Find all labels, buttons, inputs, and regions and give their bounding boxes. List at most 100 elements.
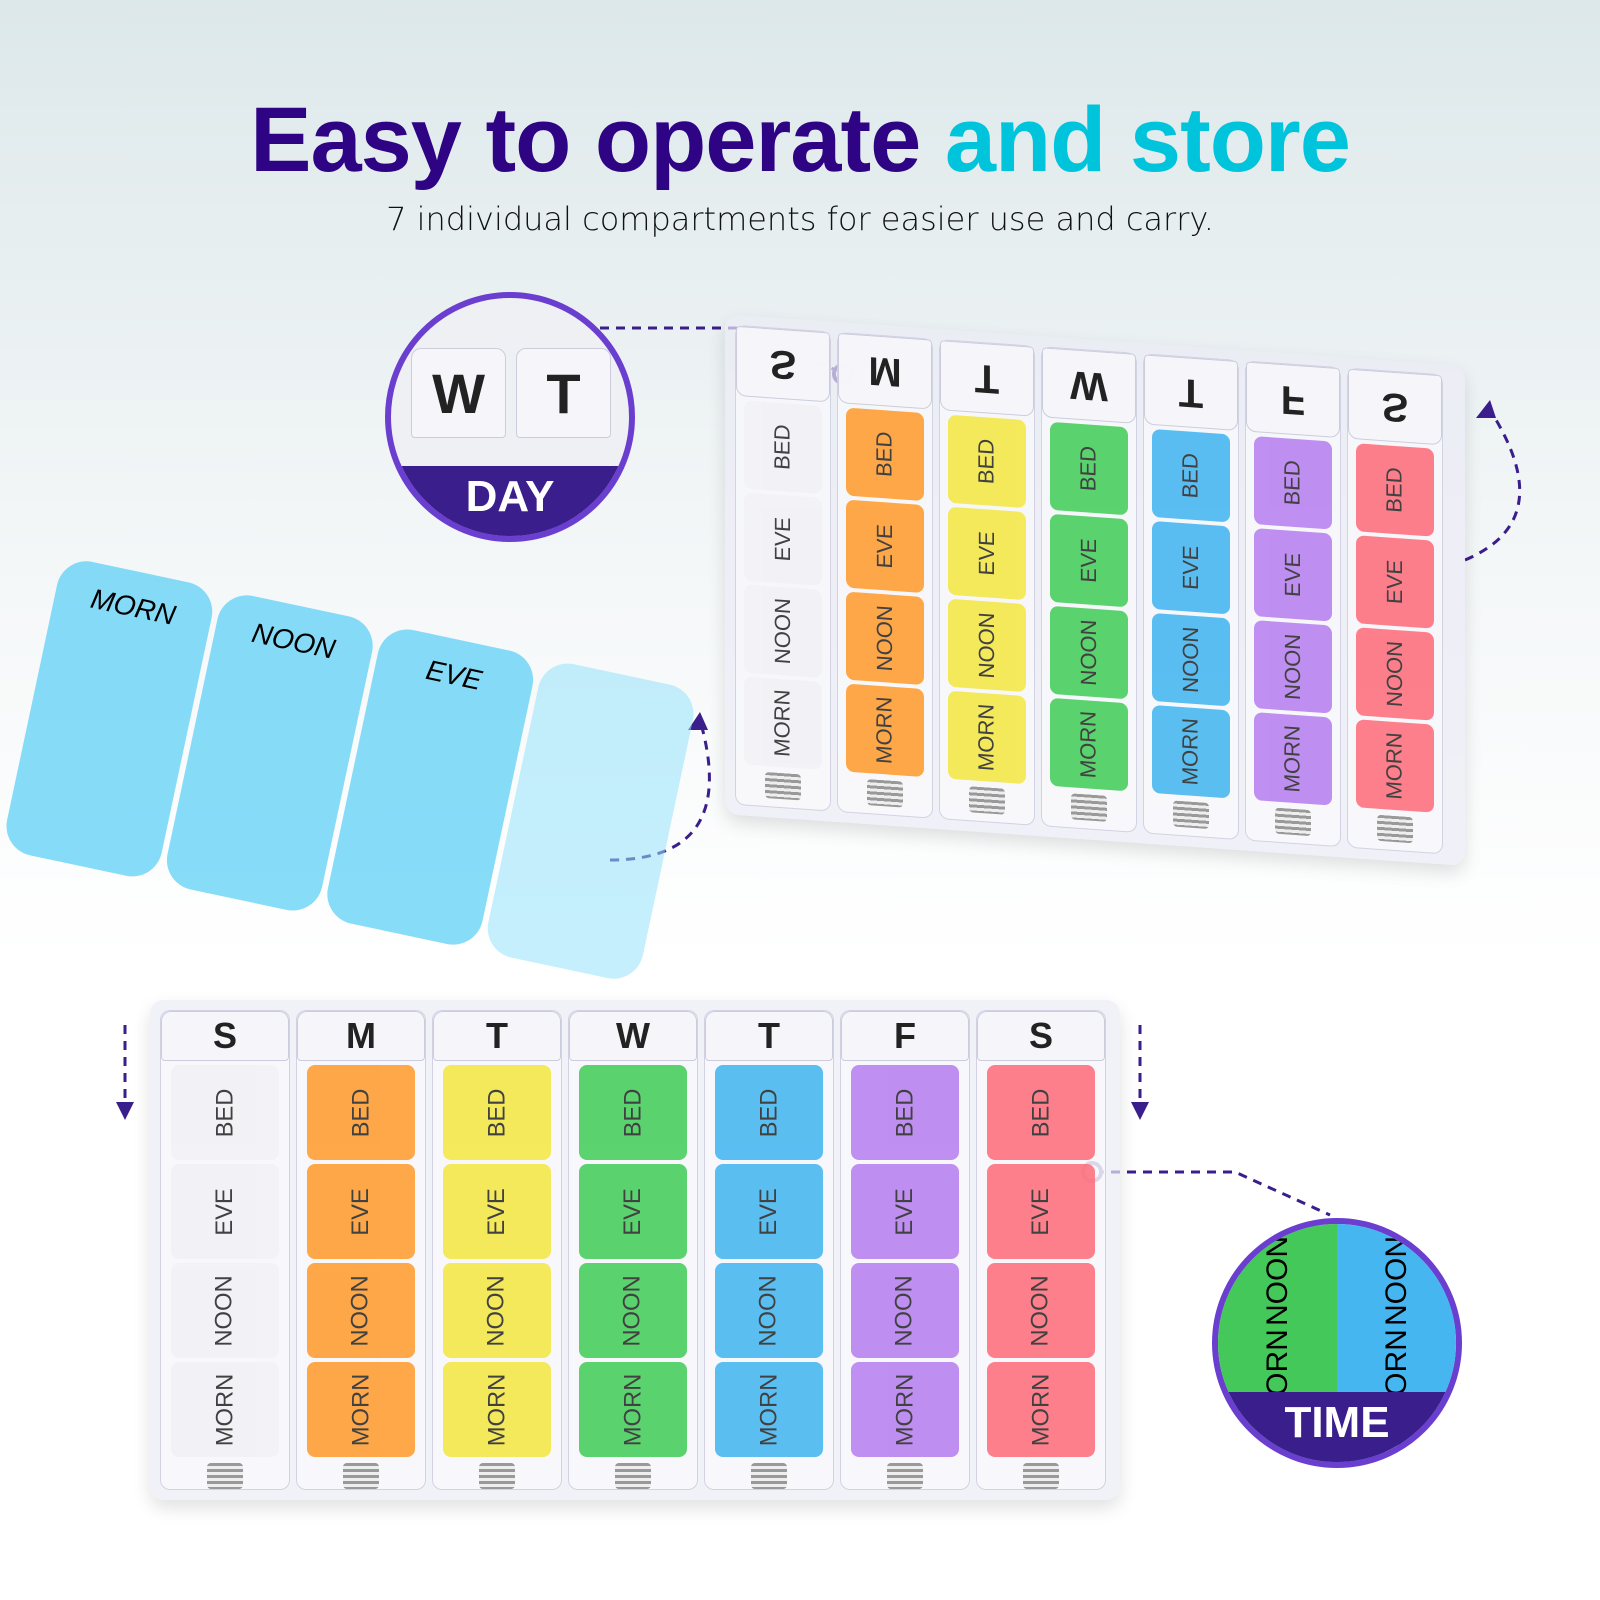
time-label: NOON <box>618 1274 646 1347</box>
time-compartment[interactable]: BED <box>1253 436 1333 530</box>
time-compartment[interactable]: EVE <box>851 1164 959 1259</box>
time-compartment[interactable]: BED <box>851 1065 959 1160</box>
time-compartment[interactable]: MORN <box>171 1362 279 1457</box>
day-lid[interactable]: S <box>161 1011 289 1061</box>
day-column[interactable]: T BED EVE NOON MORN <box>1143 353 1239 841</box>
day-column[interactable]: S BED EVE NOON MORN <box>976 1010 1106 1490</box>
time-compartment[interactable]: MORN <box>579 1362 687 1457</box>
time-compartment[interactable]: MORN <box>1355 719 1435 813</box>
time-label: MORN <box>210 1373 238 1446</box>
time-compartment[interactable]: NOON <box>1253 620 1333 714</box>
day-column[interactable]: W BED EVE NOON MORN <box>1041 346 1137 833</box>
time-compartment[interactable]: EVE <box>743 492 823 586</box>
time-compartment[interactable]: MORN <box>715 1362 823 1457</box>
time-label: MORN <box>890 1373 918 1446</box>
time-compartment[interactable]: BED <box>1049 421 1129 516</box>
time-label: NOON <box>210 1274 238 1347</box>
time-compartment[interactable]: NOON <box>171 1263 279 1358</box>
time-compartment[interactable]: MORN <box>1049 697 1129 792</box>
time-compartment[interactable]: EVE <box>1253 528 1333 622</box>
day-lid[interactable]: M <box>297 1011 425 1061</box>
time-compartment[interactable]: NOON <box>443 1263 551 1358</box>
time-compartment[interactable]: MORN <box>845 683 925 778</box>
time-compartment[interactable]: MORN <box>1151 704 1231 799</box>
day-lid[interactable]: F <box>841 1011 969 1061</box>
time-compartment[interactable]: NOON <box>307 1263 415 1358</box>
day-lid[interactable]: S <box>736 325 830 403</box>
time-label: MORN <box>618 1373 646 1446</box>
time-compartment[interactable]: BED <box>987 1065 1095 1160</box>
time-compartment[interactable]: NOON <box>1355 627 1435 721</box>
time-compartment[interactable]: BED <box>443 1065 551 1160</box>
day-lid[interactable]: S <box>1348 368 1442 446</box>
time-compartment[interactable]: NOON <box>715 1263 823 1358</box>
time-compartment[interactable]: EVE <box>1355 535 1435 629</box>
time-callout: NOON MORN NOON MORN TIME <box>1212 1218 1462 1468</box>
spring-icon <box>615 1463 651 1489</box>
spring-icon <box>751 1463 787 1489</box>
time-compartment[interactable]: BED <box>171 1065 279 1160</box>
time-label: MORN <box>346 1373 374 1446</box>
time-compartment[interactable]: BED <box>1355 443 1435 537</box>
time-compartment[interactable]: MORN <box>1253 712 1333 806</box>
time-compartment[interactable]: NOON <box>579 1263 687 1358</box>
time-compartment[interactable]: EVE <box>307 1164 415 1259</box>
day-lid[interactable]: T <box>940 340 1034 417</box>
time-compartment[interactable]: MORN <box>947 690 1027 785</box>
day-column[interactable]: M BED EVE NOON MORN <box>296 1010 426 1490</box>
day-column[interactable]: W BED EVE NOON MORN <box>568 1010 698 1490</box>
time-compartment[interactable]: EVE <box>845 499 925 594</box>
time-compartment[interactable]: BED <box>579 1065 687 1160</box>
time-compartment[interactable]: EVE <box>443 1164 551 1259</box>
time-compartment[interactable]: NOON <box>845 591 925 686</box>
time-compartment[interactable]: EVE <box>1049 513 1129 608</box>
time-compartment[interactable]: BED <box>845 407 925 502</box>
time-compartment[interactable]: EVE <box>987 1164 1095 1259</box>
day-lid[interactable]: T <box>705 1011 833 1061</box>
day-column[interactable]: F BED EVE NOON MORN <box>1245 360 1341 848</box>
time-compartment[interactable]: BED <box>947 414 1027 509</box>
day-lid[interactable]: T <box>433 1011 561 1061</box>
time-label: MORN <box>1279 724 1305 794</box>
time-compartment[interactable]: BED <box>715 1065 823 1160</box>
day-column[interactable]: M BED EVE NOON MORN <box>837 331 933 819</box>
time-label: BED <box>346 1088 374 1137</box>
time-compartment[interactable]: MORN <box>307 1362 415 1457</box>
day-column[interactable]: F BED EVE NOON MORN <box>840 1010 970 1490</box>
time-label: MORN <box>754 1373 782 1446</box>
time-compartment[interactable]: BED <box>1151 428 1231 523</box>
time-compartment[interactable]: EVE <box>715 1164 823 1259</box>
day-lid[interactable]: W <box>1042 347 1136 424</box>
time-label: BED <box>482 1088 510 1137</box>
time-compartment[interactable]: MORN <box>743 676 823 770</box>
day-lid[interactable]: M <box>838 333 932 410</box>
headline-part1: Easy to operate <box>250 89 921 191</box>
day-column[interactable]: S BED EVE NOON MORN <box>1347 367 1443 855</box>
time-compartment[interactable]: EVE <box>171 1164 279 1259</box>
time-compartment[interactable]: NOON <box>851 1263 959 1358</box>
time-compartment[interactable]: MORN <box>851 1362 959 1457</box>
day-column[interactable]: S BED EVE NOON MORN <box>160 1010 290 1490</box>
day-column[interactable]: T BED EVE NOON MORN <box>704 1010 834 1490</box>
time-compartment[interactable]: NOON <box>987 1263 1095 1358</box>
time-compartment[interactable]: MORN <box>987 1362 1095 1457</box>
day-lid[interactable]: W <box>569 1011 697 1061</box>
time-compartment[interactable]: NOON <box>743 584 823 678</box>
time-compartment[interactable]: NOON <box>1049 605 1129 700</box>
time-compartment[interactable]: EVE <box>947 506 1027 601</box>
time-compartment[interactable]: BED <box>307 1065 415 1160</box>
time-compartment[interactable]: BED <box>743 400 823 494</box>
day-column[interactable]: S BED EVE NOON MORN <box>735 324 831 812</box>
time-compartment[interactable]: MORN <box>443 1362 551 1457</box>
day-column[interactable]: T BED EVE NOON MORN <box>432 1010 562 1490</box>
time-compartment[interactable]: NOON <box>1151 612 1231 707</box>
time-compartment[interactable]: EVE <box>579 1164 687 1259</box>
time-label: MORN <box>1177 717 1203 787</box>
day-lid[interactable]: F <box>1246 361 1340 439</box>
day-lid[interactable]: S <box>977 1011 1105 1061</box>
time-label: EVE <box>618 1187 646 1236</box>
time-compartment[interactable]: NOON <box>947 598 1027 693</box>
day-lid[interactable]: T <box>1144 354 1238 431</box>
day-column[interactable]: T BED EVE NOON MORN <box>939 339 1035 826</box>
time-compartment[interactable]: EVE <box>1151 520 1231 615</box>
